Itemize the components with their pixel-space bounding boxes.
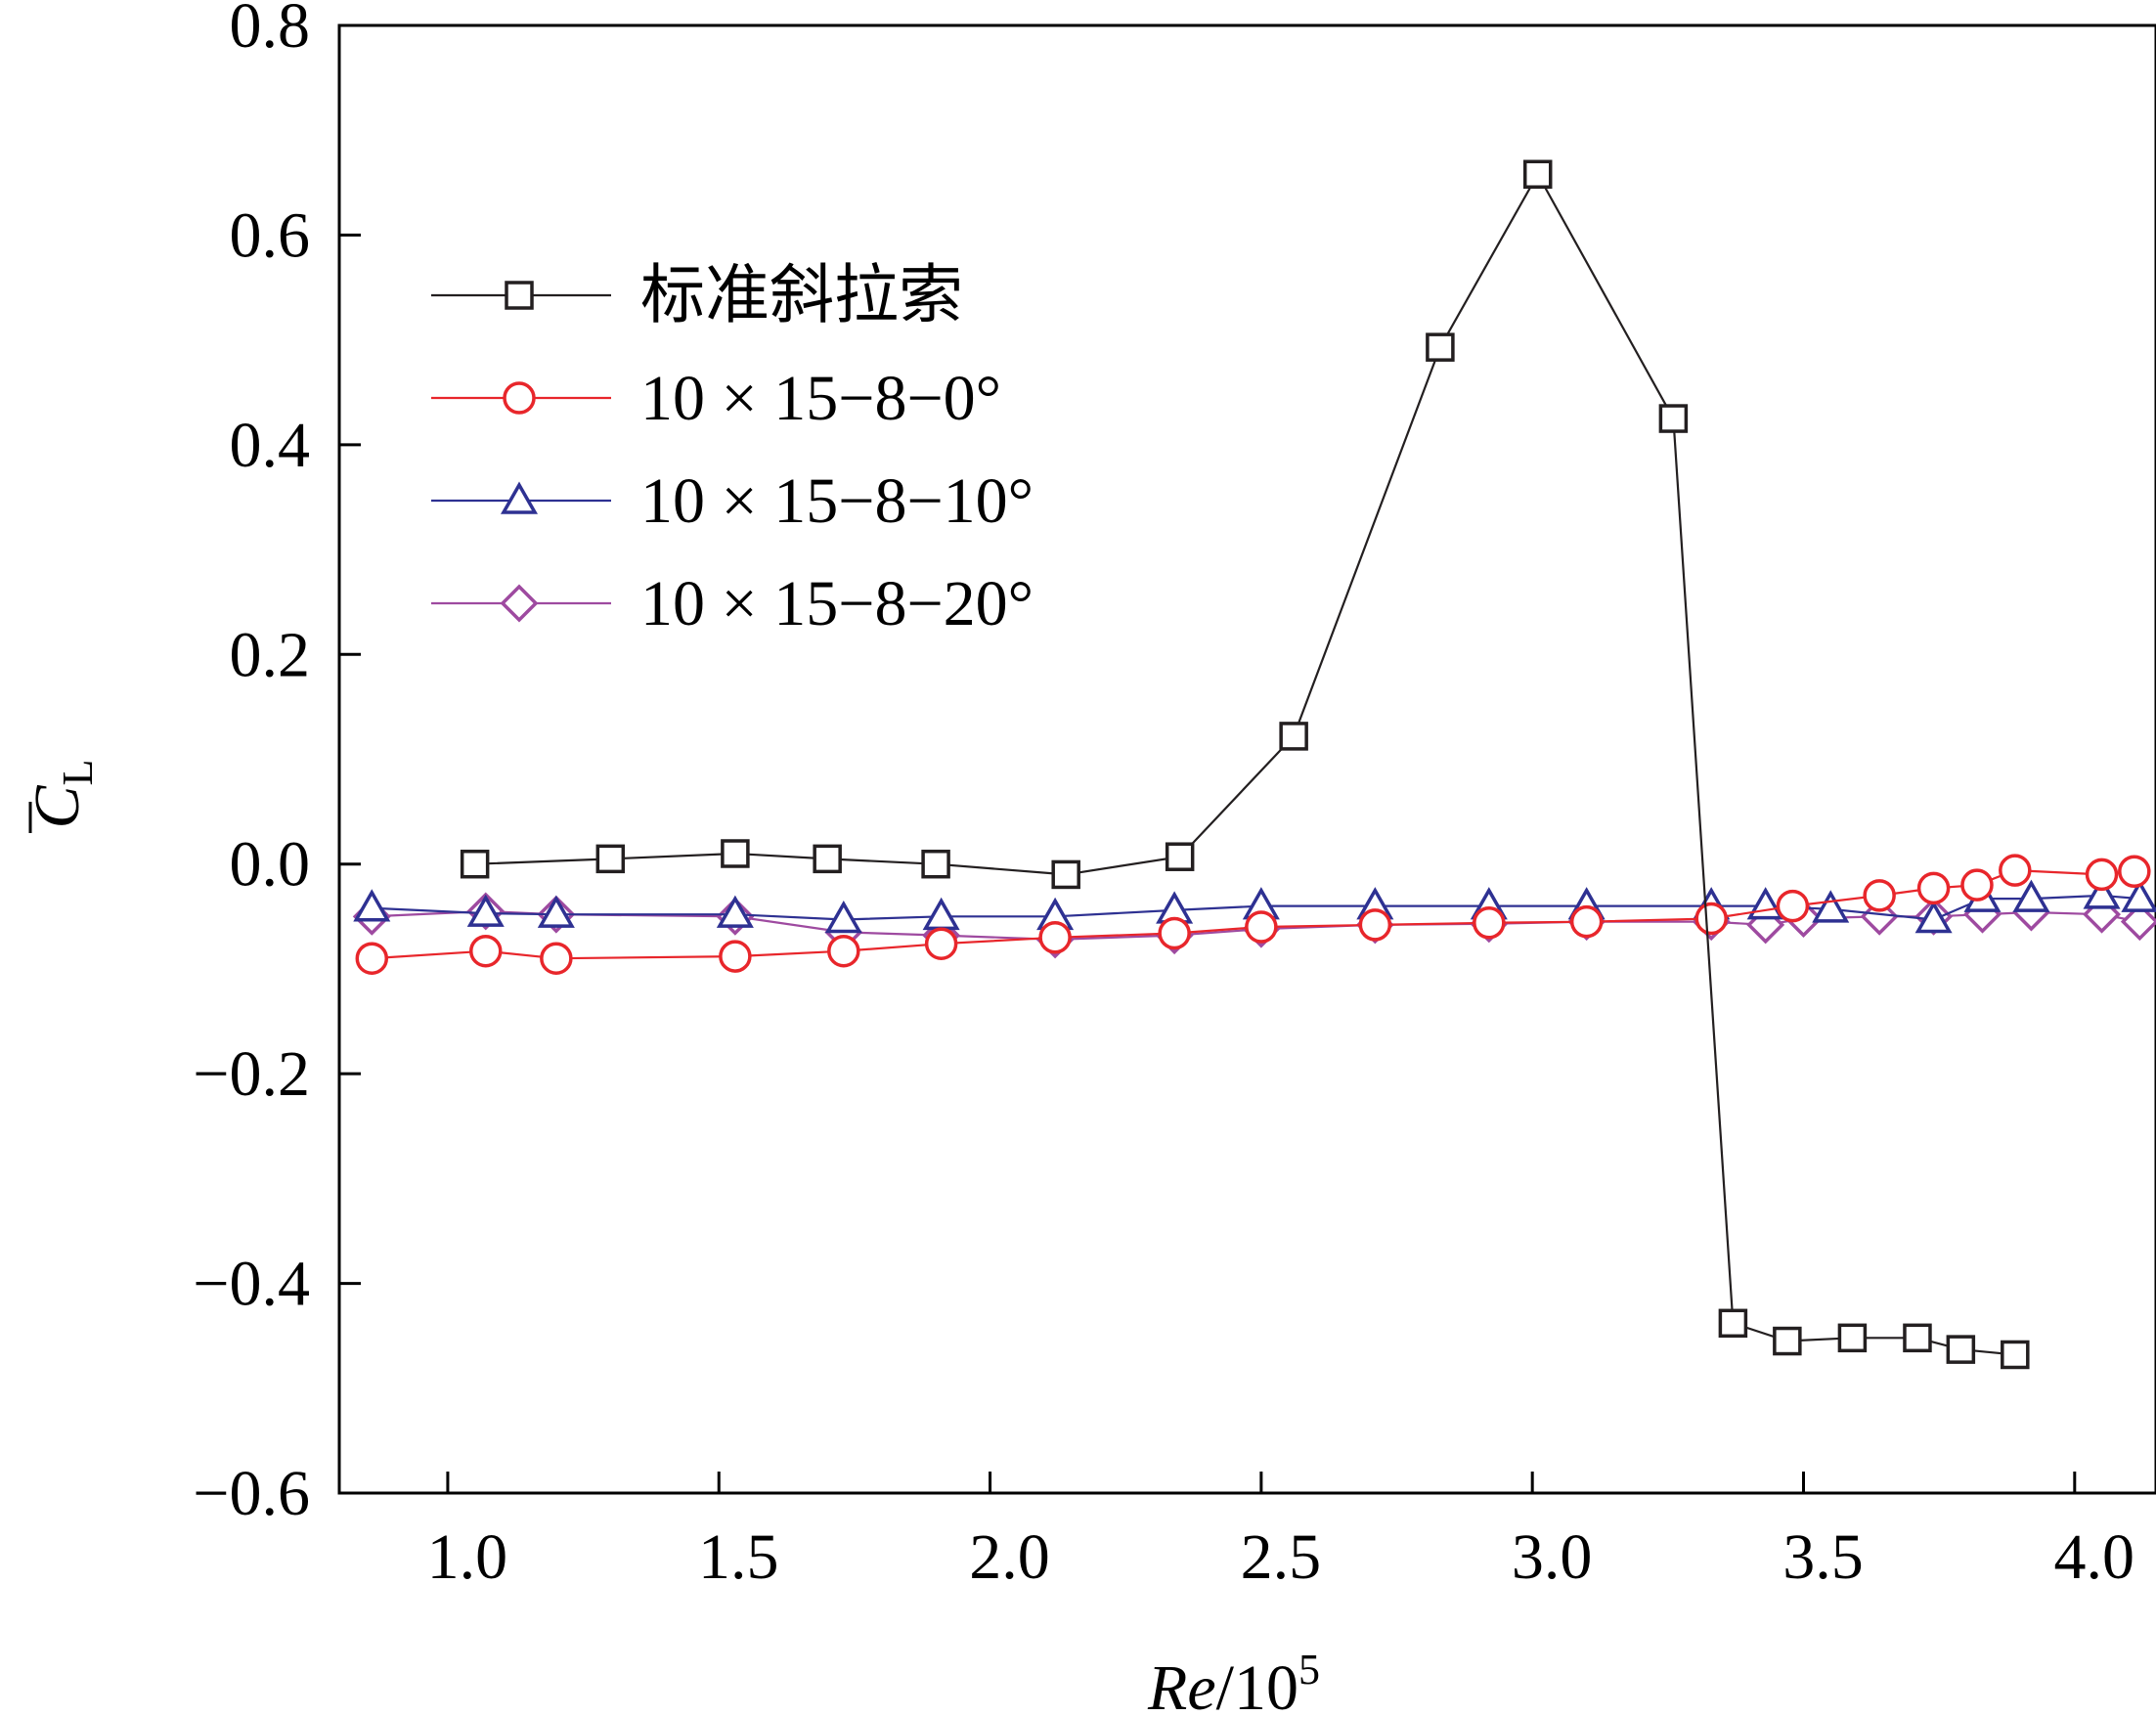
svg-text:CL: CL	[22, 760, 102, 829]
y-tick-label: −0.4	[193, 1249, 310, 1320]
data-point	[1165, 842, 1195, 871]
series-square	[460, 159, 2030, 1370]
y-tick-label: −0.6	[193, 1458, 310, 1529]
y-tick-label: 0.2	[230, 619, 311, 690]
data-point	[595, 844, 626, 874]
x-axis-title-sup: 5	[1298, 1646, 1320, 1694]
data-point	[1903, 1323, 1932, 1353]
data-point	[1245, 910, 1278, 944]
legend-label: 标准斜拉索	[640, 260, 963, 331]
x-tick-label: 2.5	[1241, 1521, 1322, 1593]
data-point	[2085, 858, 2119, 892]
data-point	[1426, 332, 1455, 362]
y-tick-label: 0.0	[230, 829, 311, 901]
y-axis-title: CL	[22, 760, 102, 833]
data-point	[1658, 404, 1689, 433]
data-point	[721, 839, 750, 868]
data-point	[1776, 889, 1810, 923]
legend-marker	[500, 584, 539, 623]
data-point	[1358, 908, 1392, 942]
data-point	[1946, 1335, 1976, 1364]
data-point	[1999, 854, 2032, 887]
legend-marker	[503, 381, 536, 415]
legend-label: 10 × 15−8−20°	[640, 568, 1034, 639]
data-point	[537, 895, 575, 928]
x-tick-label: 4.0	[2054, 1521, 2135, 1593]
plot-area-border	[337, 23, 2156, 1495]
data-point	[1051, 859, 1080, 890]
y-tick-label: 0.4	[230, 410, 311, 481]
data-point	[1569, 904, 1604, 939]
legend-label: 10 × 15−8−0°	[640, 363, 1001, 434]
data-point	[2083, 876, 2121, 909]
data-point	[2001, 1340, 2030, 1370]
data-point	[1863, 879, 1896, 912]
series-line	[474, 171, 2015, 1356]
data-point	[1473, 906, 1506, 940]
data-point	[1916, 871, 1951, 905]
data-point	[1718, 1308, 1748, 1339]
data-point	[827, 934, 860, 968]
data-point	[719, 940, 752, 973]
y-tick-label: 0.6	[230, 199, 311, 271]
data-point	[1038, 921, 1072, 954]
axes: 1.0 1.5 2.0 2.5 3.0 3.5 4.0 −0.6 −0.4 −0.2 0.0 0.2 0…	[193, 0, 2134, 1593]
data-point	[460, 849, 490, 879]
y-axis-title-sub: L	[54, 760, 102, 786]
x-tick-label: 3.0	[1512, 1521, 1593, 1593]
data-point	[813, 844, 842, 874]
legend-entry: 10 × 15−8−20°	[431, 568, 1034, 639]
data-point	[2120, 902, 2156, 942]
y-tick-label: 0.8	[230, 0, 311, 62]
data-point	[1837, 1323, 1868, 1353]
legend-marker	[500, 481, 539, 514]
axis-titles: Re/105 CL	[22, 760, 1320, 1716]
x-tick-label: 1.5	[698, 1521, 779, 1593]
data-point	[2121, 879, 2156, 912]
y-axis-title-main: C	[22, 784, 93, 828]
data-point	[924, 927, 958, 960]
data-point	[1773, 1326, 1802, 1356]
series-circle	[355, 854, 2151, 975]
data-point	[355, 942, 389, 975]
x-tick-label: 3.5	[1782, 1521, 1864, 1593]
data-point	[1694, 902, 1728, 936]
data-point	[716, 895, 754, 928]
data-point	[540, 942, 573, 975]
data-point	[353, 889, 391, 922]
plot-frame	[337, 23, 2156, 1495]
data-point	[1960, 868, 1994, 902]
legend-label: 10 × 15−8−10°	[640, 465, 1034, 537]
x-tick-label: 2.0	[969, 1521, 1050, 1593]
data-point	[2118, 855, 2151, 888]
data-point	[921, 849, 950, 879]
legend-entry: 10 × 15−8−10°	[431, 465, 1034, 537]
data-point	[1914, 901, 1953, 934]
data-point	[2012, 879, 2050, 912]
legend-entry: 10 × 15−8−0°	[431, 363, 1001, 434]
x-tick-label: 1.0	[427, 1521, 508, 1593]
legend-entry: 标准斜拉索	[431, 260, 963, 331]
data-point	[466, 894, 505, 927]
data-point	[824, 901, 862, 934]
legend: 标准斜拉索 10 × 15−8−0° 10 × 15−8−10° 10 × 15−8−…	[431, 260, 1034, 639]
x-axis-title: Re/105	[1147, 1646, 1320, 1716]
data-point	[1158, 916, 1191, 950]
data-point	[922, 897, 960, 931]
y-tick-label: −0.2	[193, 1038, 310, 1110]
data-point	[1279, 722, 1308, 751]
data-point	[468, 934, 503, 968]
series-layer	[352, 159, 2156, 1370]
data-point	[1812, 890, 1850, 923]
legend-marker	[505, 281, 534, 310]
data-point	[1522, 159, 1553, 189]
